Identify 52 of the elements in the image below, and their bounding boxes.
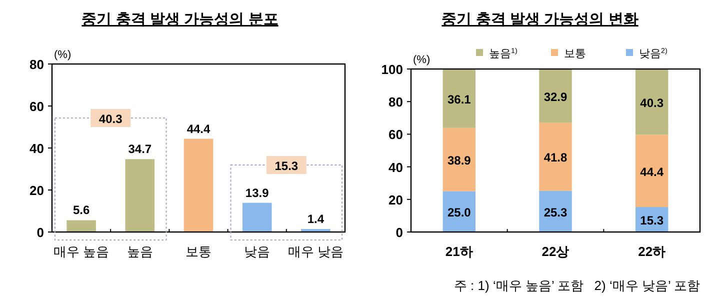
data-label: 44.4: [640, 164, 664, 179]
bar: [184, 138, 214, 232]
bar: [635, 69, 668, 135]
y-tick-label: 40: [388, 160, 403, 175]
y-axis-title: (%): [54, 49, 72, 61]
data-label: 1.4: [307, 212, 324, 226]
data-label: 34.7: [128, 142, 152, 156]
data-label: 41.8: [544, 150, 568, 165]
bar: [66, 220, 96, 232]
text: 주 : 1) ‘매우 높음’ 포함 2) ‘매우 낮음’ 포함: [454, 278, 700, 293]
legend-label: 낮음$^{2)}$: [639, 47, 668, 60]
bar: [539, 69, 572, 123]
bar: [125, 159, 155, 232]
x-tick-label: 매우 낮음: [288, 244, 344, 259]
x-tick-label: 높음: [126, 244, 153, 259]
bar: [442, 128, 476, 192]
y-tick-label: 20: [388, 192, 403, 208]
data-label: 36.1: [447, 92, 472, 106]
data-label: 15.3: [640, 214, 664, 228]
data-label: 40.3: [640, 96, 664, 110]
annotation: 15.3: [274, 159, 298, 173]
bar: [539, 190, 572, 232]
data-label: 25.0: [447, 206, 472, 220]
y-tick-label: 60: [388, 127, 403, 142]
bar: [242, 202, 272, 232]
y-tick-label: 100: [381, 62, 403, 77]
data-label: 13.9: [245, 186, 270, 200]
x-tick-label: 보통: [186, 244, 212, 259]
data-label: 38.9: [447, 154, 472, 168]
x-tick-label: 낮음: [244, 244, 270, 259]
y-tick-label: 20: [30, 183, 44, 198]
y-tick-label: 80: [30, 57, 44, 72]
data-label: 5.6: [72, 203, 90, 218]
x-tick-label: 매우 높음: [53, 244, 110, 259]
bar: [539, 122, 572, 191]
data-label: 44.4: [186, 122, 210, 136]
y-tick-label: 60: [30, 99, 44, 114]
y-tick-label: 0: [36, 225, 44, 240]
y-axis-title: (%): [413, 54, 430, 66]
legend-label: 높음$^{1)}$: [489, 47, 518, 60]
bar: [635, 134, 668, 208]
x-tick-label: 22상: [542, 244, 570, 259]
annotation: 40.3: [98, 112, 123, 126]
y-tick-label: 80: [388, 94, 403, 110]
legend-label: 보통: [564, 48, 586, 60]
data-label: 32.9: [544, 90, 568, 104]
x-tick-label: 22하: [638, 244, 666, 259]
data-label: 25.3: [544, 205, 568, 220]
x-tick-label: 21하: [445, 244, 473, 259]
y-tick-label: 0: [396, 225, 403, 240]
bar: [442, 69, 476, 128]
y-tick-label: 40: [30, 141, 44, 156]
